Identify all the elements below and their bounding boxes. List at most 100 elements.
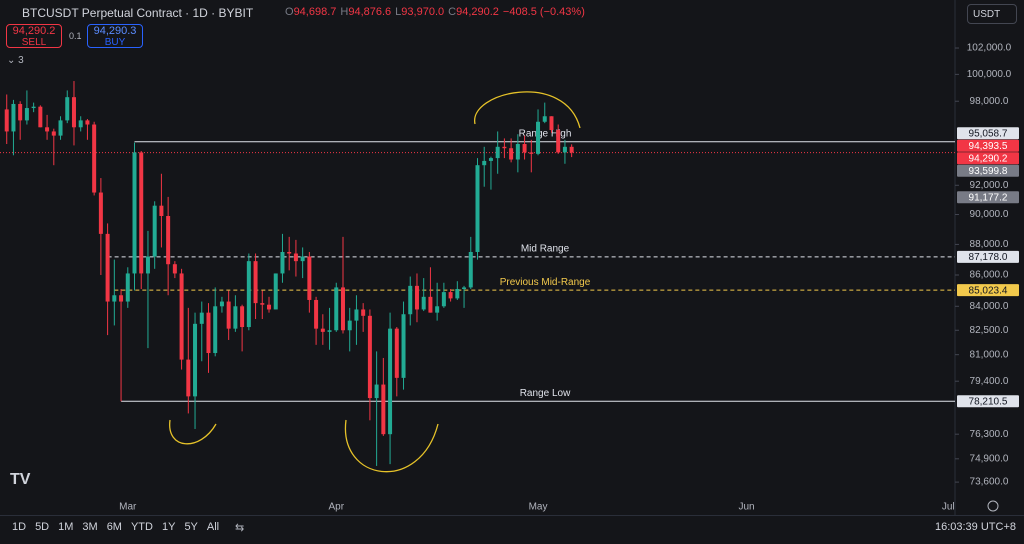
candle-body <box>347 320 352 331</box>
sell-button[interactable]: 94,290.2 SELL <box>6 24 62 48</box>
candle-body <box>287 251 292 254</box>
candle-body <box>152 205 157 257</box>
x-tick-label: May <box>529 502 548 513</box>
candle-body <box>273 273 278 310</box>
range-button[interactable]: 5D <box>35 521 50 533</box>
range-button[interactable]: 1M <box>58 521 74 533</box>
price-tag-label: 94,393.5 <box>969 141 1008 152</box>
candle-body <box>488 158 493 161</box>
buy-button[interactable]: 94,290.3 BUY <box>87 24 143 48</box>
candle-body <box>522 143 527 153</box>
price-tag-label: 91,177.2 <box>969 192 1008 203</box>
candle-body <box>193 323 198 397</box>
candle-body <box>562 146 567 153</box>
chart: TV 102,000.0 100,000.0 98,000.0 92,000.0 90,… <box>0 0 1019 515</box>
candle-body <box>179 273 184 360</box>
ohlc-value: 93,970.0 <box>401 6 445 18</box>
candle-body <box>569 146 574 153</box>
buy-label: BUY <box>104 37 126 48</box>
bottom-toolbar <box>0 515 1024 544</box>
level-name: Range High <box>519 128 572 139</box>
candle-body <box>334 287 339 331</box>
candle-body <box>51 131 56 136</box>
range-button[interactable]: 1D <box>12 521 27 533</box>
candle-body <box>307 256 312 300</box>
candle-body <box>4 109 9 132</box>
price-tag-label: 78,210.5 <box>969 396 1008 407</box>
ohlc-value: 94,698.7 <box>293 6 337 18</box>
ohlc-value: 94,876.6 <box>348 6 392 18</box>
range-button[interactable]: YTD <box>130 521 153 533</box>
candle-body <box>414 285 419 310</box>
x-tick-label: Mar <box>119 502 137 513</box>
candle-body <box>556 130 561 153</box>
y-tick-label: 100,000.0 <box>967 69 1012 80</box>
candle-body <box>233 306 238 329</box>
y-tick-label: 92,000.0 <box>970 180 1009 191</box>
candle-body <box>495 146 500 159</box>
candle-body <box>166 215 171 265</box>
candle-body <box>240 306 245 328</box>
candle-body <box>206 312 211 354</box>
candle-body <box>45 127 50 132</box>
candle-body <box>119 295 124 302</box>
logo: TV <box>10 471 31 488</box>
currency: USDT <box>973 9 1001 20</box>
candle-body <box>85 120 90 125</box>
clock: 16:03:39 UTC+8 <box>934 521 1016 533</box>
candle-body <box>92 124 97 193</box>
symbol-title: BTCUSDT Perpetual Contract · 1D · BYBIT <box>22 6 254 20</box>
candle-body <box>468 251 473 288</box>
settings-icon[interactable] <box>987 500 999 512</box>
candle-body <box>300 256 305 262</box>
candle-body <box>374 384 379 399</box>
date-range-icon[interactable]: ⇆ <box>235 522 245 534</box>
price-tag <box>957 127 1019 140</box>
range-button[interactable]: 5Y <box>184 521 198 533</box>
candle-body <box>253 261 258 304</box>
range-button[interactable]: 1Y <box>161 521 176 533</box>
candle-body <box>159 205 164 216</box>
y-tick-label: 90,000.0 <box>970 209 1009 220</box>
level-name: Mid Range <box>521 244 570 255</box>
range-button[interactable]: 6M <box>106 521 122 533</box>
candle-body <box>267 304 272 310</box>
candle-body <box>394 328 399 378</box>
candle-body <box>219 301 224 307</box>
indicators-toggle[interactable]: ⌄ 3 <box>7 55 24 66</box>
x-tick-label: Jul <box>942 502 955 513</box>
range-buttons: 1D 5D 1M 3M 6M YTD 1Y 5Y All <box>12 521 228 533</box>
candle-body <box>18 103 23 121</box>
y-tick-label: 73,600.0 <box>970 477 1009 488</box>
price-tag <box>957 164 1019 177</box>
candle-body <box>293 253 298 262</box>
candle-body <box>260 303 265 305</box>
candle-body <box>421 296 426 310</box>
range-button[interactable]: All <box>206 521 220 533</box>
price-tag-label: 95,058.7 <box>969 128 1008 139</box>
annotation-curve <box>474 91 581 129</box>
y-tick-label: 79,400.0 <box>970 376 1009 387</box>
y-tick-label: 82,500.0 <box>970 325 1009 336</box>
candle-body <box>213 306 218 354</box>
candle-body <box>401 314 406 378</box>
candle-body <box>482 160 487 166</box>
ohlc-key: H <box>340 6 349 18</box>
y-tick-label: 88,000.0 <box>970 239 1009 250</box>
currency-select[interactable]: USDT <box>967 4 1017 24</box>
level-name: Previous Mid-Range <box>500 277 591 288</box>
candle-body <box>448 292 453 299</box>
annotation-curve <box>169 419 217 445</box>
indicator-count: 3 <box>18 55 24 66</box>
candle-body <box>186 359 191 397</box>
candle-body <box>509 148 514 160</box>
price-tag <box>957 250 1019 263</box>
price-tag-label: 94,290.2 <box>969 153 1008 164</box>
range-button[interactable]: 3M <box>82 521 98 533</box>
y-tick-label: 74,900.0 <box>970 453 1009 464</box>
price-tag-label: 87,178.0 <box>969 252 1008 263</box>
x-tick-label: Jun <box>738 502 754 513</box>
candle-body <box>542 116 547 122</box>
price-tag <box>957 191 1019 204</box>
